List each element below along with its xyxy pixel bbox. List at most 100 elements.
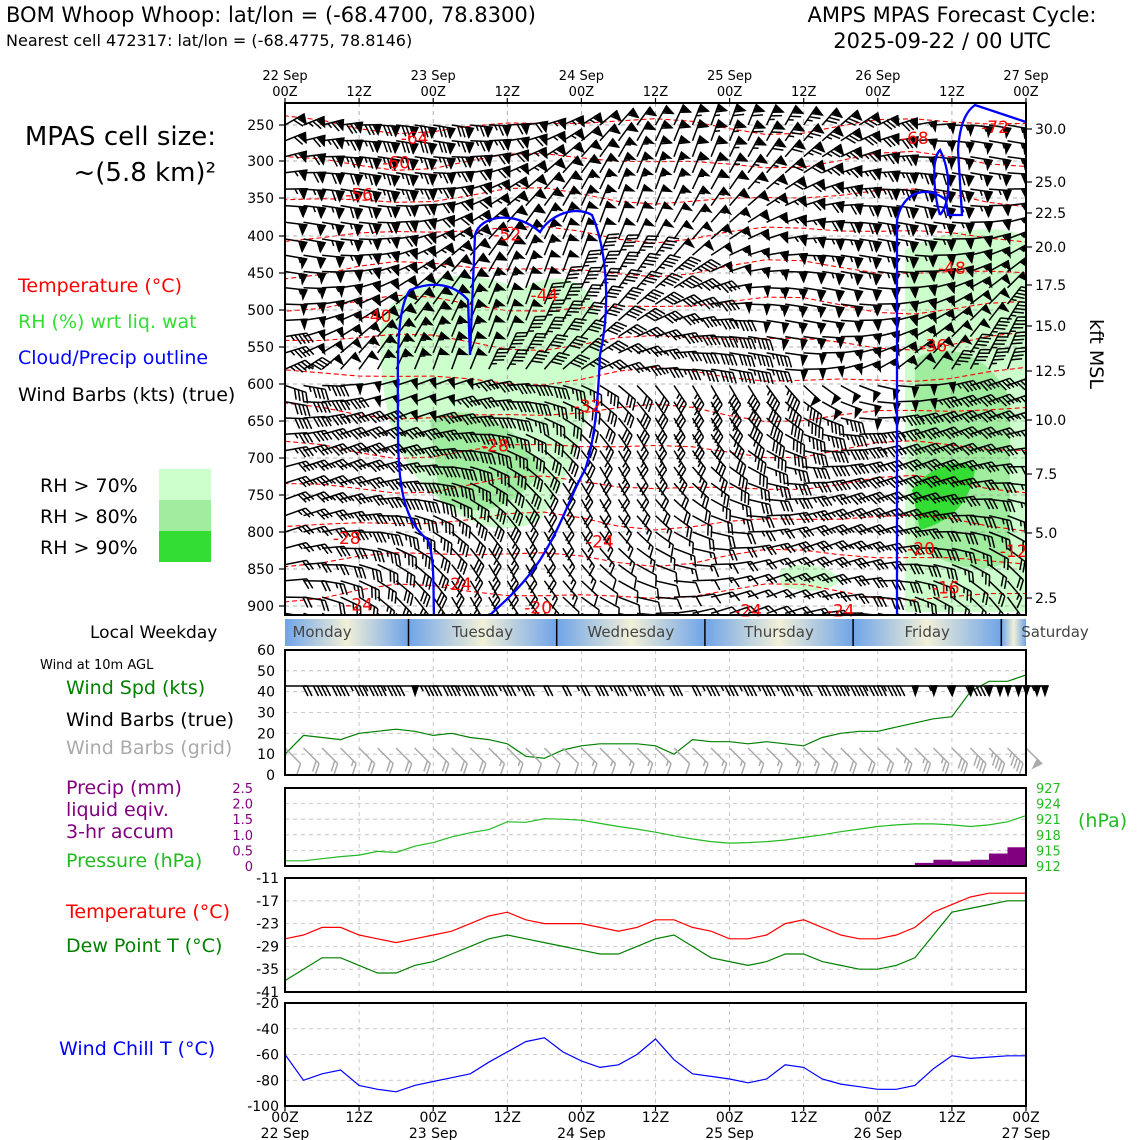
wind-barb [303, 153, 327, 166]
wind-barb [655, 329, 685, 341]
wind-barb [469, 330, 488, 354]
wind-barb [747, 433, 765, 461]
wind-barb [747, 368, 774, 384]
wind-barb [636, 345, 667, 358]
wind-barb [710, 498, 732, 522]
legend-rh90: RH > 90% [40, 537, 138, 559]
wind-barb [285, 417, 313, 430]
wind-barb [896, 172, 920, 185]
wind-barb [488, 482, 509, 507]
wind-barb-grid [302, 747, 320, 775]
wind-barb [432, 315, 452, 337]
wind-barb [822, 433, 847, 451]
temperature-label: -32 [574, 397, 602, 417]
wind-barb [617, 433, 632, 463]
wind-barb [433, 155, 457, 170]
wind-barb [821, 524, 852, 536]
weekday-label: Wednesday [587, 623, 674, 641]
wind-barb [766, 368, 793, 384]
wind-barb [840, 433, 868, 447]
wind-barb [395, 426, 426, 440]
wind-barb [376, 348, 397, 370]
wind-barb [507, 417, 534, 433]
wind-barb [414, 347, 433, 370]
wind-barb [525, 482, 542, 510]
wind-barb [358, 563, 383, 583]
kft-tick-label: 2.5 [1035, 591, 1057, 607]
wind-barb [914, 352, 937, 370]
wind-barb [840, 540, 871, 553]
weekday-label: Saturday [1021, 623, 1089, 641]
wind-barb [840, 319, 864, 334]
wind-barb [525, 298, 544, 321]
wind-barb [859, 417, 883, 431]
wind-barb [840, 401, 863, 420]
wind-barb [896, 270, 920, 285]
wind-barb [636, 270, 663, 289]
wind-barb-true [414, 685, 443, 697]
wind-barb-grid [377, 747, 394, 775]
wind-barb [729, 514, 755, 532]
wind-barb [691, 466, 708, 495]
wind-barb [673, 275, 703, 289]
time-tick-date-bottom: 27 Sep [1002, 1126, 1051, 1140]
wind-barb [599, 384, 620, 409]
temperature-label: -20 [907, 539, 935, 559]
wind-barb [859, 524, 889, 536]
wind-barb [599, 417, 616, 445]
wind-barb [525, 433, 547, 455]
wind-barb [710, 433, 725, 463]
wind-barb [673, 167, 692, 190]
wind-barb [488, 348, 510, 370]
wind-barb [359, 140, 383, 154]
wind-barb [747, 171, 770, 190]
wind-barb-grid [284, 747, 302, 775]
wind-barb [803, 540, 834, 553]
wind-barb [285, 401, 311, 417]
wind-barb [617, 547, 636, 575]
wind-barb [1025, 430, 1026, 436]
wind-barb [914, 120, 938, 133]
wind-barb [303, 302, 327, 315]
time-tick-date-bottom: 26 Sep [853, 1126, 902, 1140]
wind-barb [840, 593, 870, 605]
wind-barb [821, 556, 852, 569]
wind-barb [451, 226, 474, 240]
wind-barb [895, 354, 919, 370]
wind-barb [1007, 202, 1026, 215]
wind-barb [729, 498, 752, 519]
wind-barb [525, 401, 552, 417]
wind-barb [840, 254, 864, 270]
wind-barb [914, 458, 945, 472]
wind-barb [451, 449, 480, 462]
wind-barb [914, 427, 945, 440]
wind-barb [896, 580, 923, 594]
wind-barb [432, 531, 453, 555]
kft-tick-label: 17.5 [1035, 278, 1066, 294]
wind-barb [525, 466, 544, 493]
wind-barb [358, 307, 382, 322]
wind-barb [562, 249, 581, 272]
wind-barb [691, 450, 707, 479]
wind-barb [414, 155, 438, 171]
wind-barb [692, 563, 720, 578]
wind-barb [507, 149, 530, 163]
wind-barb [488, 165, 511, 179]
wind-barb [488, 298, 506, 321]
wind-barb [617, 531, 634, 560]
wind-barb [933, 172, 957, 188]
wind-barb [618, 305, 646, 321]
wind-barb [636, 307, 666, 322]
wind-barb [340, 139, 364, 152]
wind-barb [822, 219, 846, 233]
wind-barb [1025, 255, 1026, 273]
wind-barb [747, 605, 778, 615]
wind-barb [396, 220, 420, 233]
wind-barb [562, 170, 584, 190]
wind-barb [562, 265, 583, 289]
wind-barb [599, 200, 618, 223]
temperature-label: -28 [333, 529, 361, 549]
wind-barb [340, 475, 370, 488]
wind-barb-grid [951, 747, 969, 775]
pressure-tick-label: 550 [247, 340, 274, 356]
